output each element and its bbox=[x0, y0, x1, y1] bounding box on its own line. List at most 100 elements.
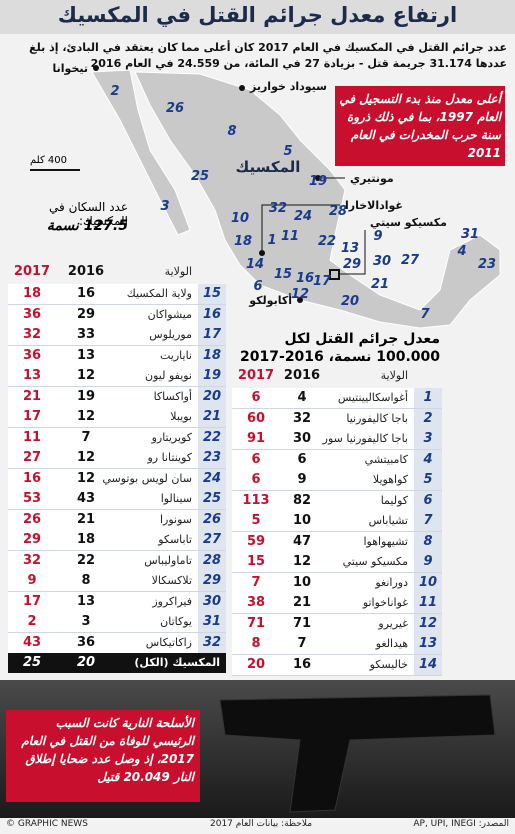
value-2017: 2 bbox=[27, 614, 37, 629]
state-name: كوليما bbox=[380, 493, 408, 507]
credit: © GRAPHIC NEWS bbox=[6, 819, 88, 829]
column-header: 2016 bbox=[283, 368, 321, 383]
value-2016: 3 bbox=[81, 614, 91, 629]
value-2016: 22 bbox=[76, 552, 96, 568]
state-name: سونورا bbox=[159, 512, 192, 526]
state-number: 26 bbox=[202, 511, 222, 527]
state-number: 1 bbox=[423, 390, 433, 405]
state-name: ناياريت bbox=[159, 348, 192, 362]
state-number: 14 bbox=[246, 257, 264, 272]
state-number: 30 bbox=[373, 254, 391, 269]
value-2017: 71 bbox=[246, 615, 266, 631]
value-2016: 21 bbox=[292, 595, 312, 610]
state-number: 17 bbox=[313, 274, 332, 289]
number-cell bbox=[198, 386, 226, 407]
value-2016: 33 bbox=[76, 327, 96, 342]
country-label: المكسيك bbox=[236, 158, 301, 176]
state-number: 4 bbox=[423, 451, 433, 467]
value-2017: 113 bbox=[242, 492, 270, 508]
number-cell bbox=[198, 366, 226, 386]
population-unit: نسمة bbox=[46, 218, 79, 234]
value-2016: 16 bbox=[76, 286, 96, 301]
state-number: 9 bbox=[423, 554, 433, 569]
state-name: تشياباس bbox=[368, 514, 408, 527]
number-cell bbox=[414, 613, 442, 634]
value-2016: 12 bbox=[76, 470, 96, 486]
value-2016: 71 bbox=[292, 615, 312, 631]
value-2016: 4 bbox=[297, 390, 307, 405]
value-2016: 36 bbox=[76, 634, 96, 650]
value-2017: 8 bbox=[251, 636, 261, 651]
state-number: 4 bbox=[456, 244, 466, 259]
state-name: موريلوس bbox=[149, 328, 192, 341]
city-label: أكابولكو bbox=[248, 293, 292, 307]
state-number: 15 bbox=[202, 286, 222, 301]
total-2017: 25 bbox=[22, 655, 42, 670]
number-cell bbox=[198, 530, 226, 550]
value-2017: 27 bbox=[22, 450, 42, 465]
value-2016: 8 bbox=[81, 573, 91, 588]
value-2017: 15 bbox=[246, 554, 266, 569]
number-cell bbox=[414, 429, 442, 449]
state-name: سينالوا bbox=[160, 492, 192, 505]
state-number: 3 bbox=[423, 431, 433, 446]
value-2017: 36 bbox=[22, 306, 42, 322]
state-number: 19 bbox=[202, 368, 222, 383]
number-cell bbox=[414, 470, 442, 490]
state-number: 6 bbox=[253, 279, 262, 294]
number-cell bbox=[414, 490, 442, 511]
value-2017: 32 bbox=[22, 327, 42, 342]
number-cell bbox=[414, 572, 442, 593]
value-2016: 12 bbox=[292, 554, 312, 569]
state-number: 7 bbox=[423, 513, 433, 528]
state-number: 26 bbox=[166, 101, 184, 116]
state-number: 3 bbox=[160, 199, 169, 214]
state-number: 21 bbox=[371, 277, 389, 292]
city-label: مونتيري bbox=[350, 172, 394, 185]
city-label: مكسيكو سيتي bbox=[370, 216, 447, 229]
total-row bbox=[8, 653, 226, 673]
number-cell bbox=[414, 634, 442, 654]
state-number: 20 bbox=[202, 388, 222, 404]
source: المصدر: AP, UPI, INEGI bbox=[413, 819, 509, 829]
state-name: غيريرو bbox=[378, 616, 408, 630]
state-name: تاماوليباس bbox=[144, 553, 192, 567]
value-2016: 13 bbox=[76, 347, 96, 363]
value-2016: 29 bbox=[76, 306, 96, 322]
gun-illustration bbox=[219, 694, 496, 813]
number-cell bbox=[414, 531, 442, 552]
state-name: فيراكروز bbox=[152, 594, 192, 608]
state-name: تشيهواهوا bbox=[363, 534, 408, 548]
state-number: 31 bbox=[202, 614, 222, 629]
state-number: 25 bbox=[191, 169, 209, 184]
state-number: 2 bbox=[110, 84, 119, 99]
population-value: 127.5 نسمة bbox=[8, 218, 128, 234]
value-2017: 6 bbox=[251, 390, 261, 405]
state-number: 16 bbox=[202, 306, 222, 322]
state-name: تاباسكو bbox=[158, 533, 192, 546]
state-number: 11 bbox=[418, 595, 438, 610]
state-number: 5 bbox=[283, 144, 292, 159]
state-number: 25 bbox=[202, 491, 222, 506]
table-row bbox=[8, 304, 226, 326]
number-cell bbox=[198, 509, 226, 530]
city-label: سيوداد خواريز bbox=[249, 80, 327, 93]
value-2017: 18 bbox=[22, 286, 42, 301]
state-number: 20 bbox=[341, 294, 359, 309]
state-name: كامبيتشي bbox=[364, 452, 408, 466]
value-2017: 36 bbox=[22, 347, 42, 363]
table-row bbox=[8, 427, 226, 449]
state-number: 19 bbox=[309, 174, 327, 189]
baja-peninsula bbox=[91, 69, 191, 236]
state-number: 13 bbox=[418, 636, 438, 651]
title-bar bbox=[0, 0, 515, 34]
state-number: 23 bbox=[202, 450, 222, 465]
value-2016: 19 bbox=[76, 388, 96, 404]
state-name: نويفو ليون bbox=[145, 369, 192, 382]
state-number: 11 bbox=[281, 229, 299, 244]
note: ملاحظة: بيانات العام 2017 bbox=[210, 819, 313, 829]
city-dot bbox=[239, 85, 245, 91]
state-number: 24 bbox=[202, 470, 222, 486]
number-cell bbox=[198, 448, 226, 468]
